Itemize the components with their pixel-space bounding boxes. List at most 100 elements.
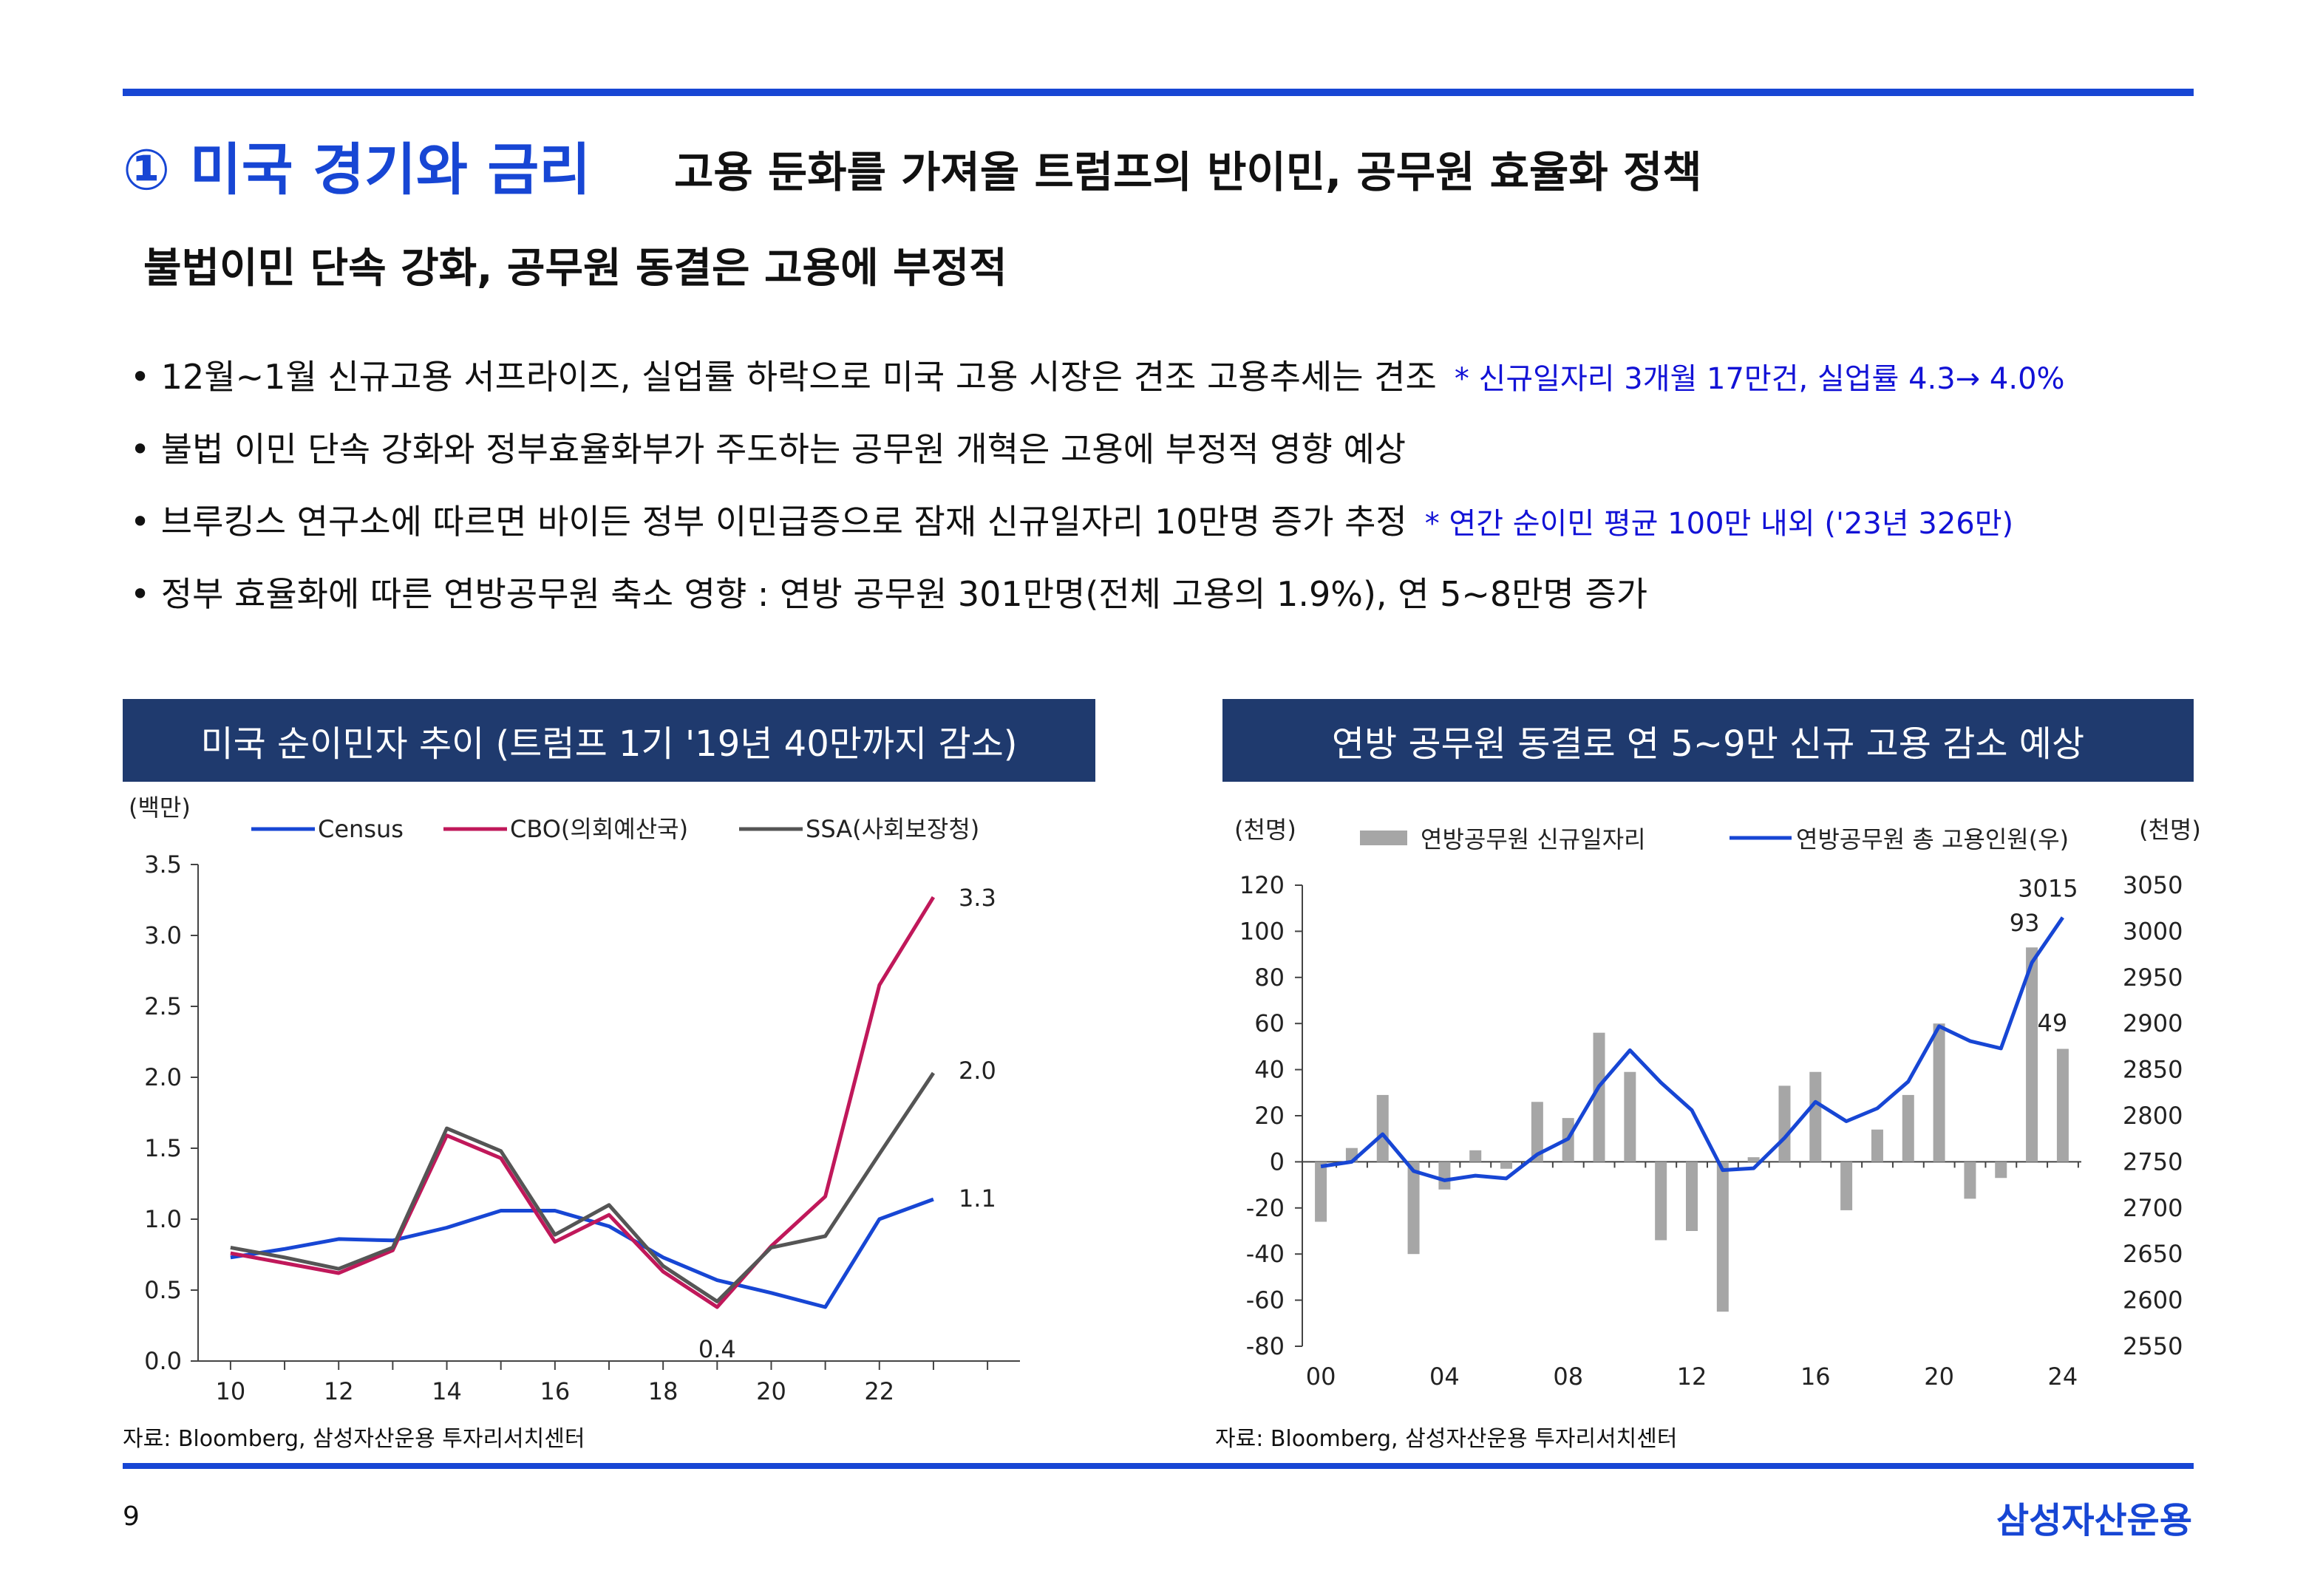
y-tick-label: 3.0 bbox=[144, 921, 182, 949]
x-tick-label: 12 bbox=[1677, 1363, 1707, 1391]
y-tick-label: 2.5 bbox=[144, 992, 182, 1020]
page-number: 9 bbox=[123, 1501, 140, 1532]
bar bbox=[1686, 1162, 1698, 1231]
bar bbox=[1531, 1102, 1543, 1162]
x-tick-label: 24 bbox=[2048, 1363, 2078, 1391]
y2-tick-label: 3050 bbox=[2123, 871, 2183, 899]
left-chart-title: 미국 순이민자 추이 (트럼프 1기 '19년 40만까지 감소) bbox=[123, 699, 1095, 782]
bar bbox=[1778, 1085, 1791, 1162]
data-label: 49 bbox=[2038, 1009, 2068, 1037]
y-tick-label: 60 bbox=[1254, 1009, 1285, 1037]
right-chart-title: 연방 공무원 동결로 연 5~9만 신규 고용 감소 예상 bbox=[1222, 699, 2194, 782]
y-tick-label: 100 bbox=[1239, 917, 1285, 945]
bullet-text: • 12월~1월 신규고용 서프라이즈, 실업률 하락으로 미국 고용 시장은 … bbox=[130, 357, 1437, 397]
data-label: 93 bbox=[2010, 909, 2040, 937]
y-tick-label: 1.0 bbox=[144, 1205, 182, 1233]
bar bbox=[1500, 1162, 1513, 1169]
bullet-note: * 연간 순이민 평균 100만 내외 ('23년 326만) bbox=[1424, 507, 2014, 541]
left-axis-unit: (천명) bbox=[1234, 816, 1296, 844]
series-line bbox=[230, 1197, 934, 1309]
bullet-item: • 불법 이민 단속 강화와 정부효율화부가 주도하는 공무원 개혁은 고용에 … bbox=[130, 423, 1406, 471]
series-line bbox=[230, 896, 936, 1309]
bar bbox=[2056, 1048, 2069, 1162]
left-source-note: 자료: Bloomberg, 삼성자산운용 투자리서치센터 bbox=[123, 1426, 585, 1452]
x-tick-label: 00 bbox=[1306, 1363, 1336, 1391]
x-tick-label: 14 bbox=[432, 1377, 462, 1405]
bullet-note: * 신규일자리 3개월 17만건, 실업률 4.3→ 4.0% bbox=[1454, 362, 2065, 396]
y-tick-label: 1.5 bbox=[144, 1134, 182, 1162]
y2-tick-label: 2600 bbox=[2123, 1286, 2183, 1314]
series-line bbox=[230, 1071, 935, 1303]
y-tick-label: 2.0 bbox=[144, 1063, 182, 1091]
bar bbox=[1407, 1162, 1420, 1255]
legend-label: 연방공무원 총 고용인원(우) bbox=[1796, 825, 2069, 853]
x-tick-label: 20 bbox=[1924, 1363, 1954, 1391]
bar bbox=[1716, 1162, 1729, 1312]
bar bbox=[1593, 1032, 1605, 1162]
x-tick-label: 04 bbox=[1429, 1363, 1460, 1391]
data-label: 3015 bbox=[2018, 875, 2078, 903]
top-rule bbox=[123, 89, 2194, 96]
y2-tick-label: 2750 bbox=[2123, 1147, 2183, 1176]
y2-tick-label: 2800 bbox=[2123, 1102, 2183, 1130]
y-tick-label: -80 bbox=[1246, 1332, 1285, 1360]
bullet-text: • 브루킹스 연구소에 따르면 바이든 정부 이민급증으로 잠재 신규일자리 1… bbox=[130, 502, 1407, 542]
bottom-rule bbox=[123, 1463, 2194, 1469]
bar bbox=[1995, 1162, 2007, 1179]
y2-tick-label: 2900 bbox=[2123, 1009, 2183, 1037]
y-tick-label: 3.5 bbox=[144, 850, 182, 879]
bar bbox=[1747, 1157, 1760, 1162]
y-tick-label: -40 bbox=[1246, 1240, 1285, 1268]
bar bbox=[1469, 1150, 1482, 1162]
section-heading: 불법이민 단속 강화, 공무원 동결은 고용에 부정적 bbox=[143, 245, 1007, 293]
bar bbox=[2026, 947, 2038, 1162]
y-tick-label: -20 bbox=[1246, 1194, 1285, 1222]
bar bbox=[1871, 1129, 1883, 1162]
legend-label: Census bbox=[318, 815, 404, 843]
bar bbox=[1376, 1094, 1389, 1162]
bullet-item: • 정부 효율화에 따른 연방공무원 축소 영향 : 연방 공무원 301만명(… bbox=[130, 567, 1647, 616]
y-tick-label: -60 bbox=[1246, 1286, 1285, 1314]
bullet-text: • 정부 효율화에 따른 연방공무원 축소 영향 : 연방 공무원 301만명(… bbox=[130, 574, 1648, 614]
bullet-item: • 12월~1월 신규고용 서프라이즈, 실업률 하락으로 미국 고용 시장은 … bbox=[130, 350, 2065, 399]
y-tick-label: 0.5 bbox=[144, 1276, 182, 1304]
y-tick-label: 40 bbox=[1254, 1056, 1285, 1084]
x-tick-label: 12 bbox=[324, 1377, 354, 1405]
x-tick-label: 20 bbox=[756, 1377, 786, 1405]
y2-tick-label: 3000 bbox=[2123, 917, 2183, 945]
legend-label: SSA(사회보장청) bbox=[806, 815, 979, 843]
bar bbox=[1809, 1071, 1822, 1162]
y2-tick-label: 2700 bbox=[2123, 1194, 2183, 1222]
bullet-item: • 브루킹스 연구소에 따르면 바이든 정부 이민급증으로 잠재 신규일자리 1… bbox=[130, 495, 2013, 544]
x-tick-label: 18 bbox=[648, 1377, 678, 1405]
x-tick-label: 16 bbox=[1800, 1363, 1831, 1391]
page-title: ① 미국 경기와 금리 bbox=[123, 137, 591, 202]
y-axis-unit: (백만) bbox=[129, 794, 191, 822]
y2-tick-label: 2950 bbox=[2123, 964, 2183, 992]
x-tick-label: 22 bbox=[864, 1377, 894, 1405]
y-tick-label: 0 bbox=[1270, 1147, 1285, 1176]
bar bbox=[1902, 1094, 1914, 1162]
series-line bbox=[1320, 916, 2064, 1182]
data-label: 0.4 bbox=[698, 1335, 736, 1363]
data-label: 2.0 bbox=[959, 1057, 996, 1085]
right-axis-unit: (천명) bbox=[2139, 816, 2201, 844]
bar bbox=[1933, 1023, 1945, 1162]
bar bbox=[1655, 1162, 1667, 1241]
data-label: 1.1 bbox=[959, 1184, 996, 1213]
y-tick-label: 0.0 bbox=[144, 1347, 182, 1375]
bar bbox=[1438, 1162, 1451, 1190]
y-tick-label: 80 bbox=[1254, 964, 1285, 992]
y2-tick-label: 2550 bbox=[2123, 1332, 2183, 1360]
immigration-line-chart: (백만) 0.0 0.5 1.0 1.5 2.0 2.5 3.0 3.5 10 12 14 16 18 20… bbox=[129, 794, 1020, 1405]
y-tick-label: 20 bbox=[1254, 1102, 1285, 1130]
federal-employment-chart: (천명) (천명) -80 -60 -40 -20 0 20 40 60 80 100 120 2550 2… bbox=[1234, 816, 2201, 1391]
bar bbox=[1840, 1162, 1853, 1210]
brand-logo: 삼성자산운용 bbox=[1996, 1500, 2192, 1541]
x-tick-label: 08 bbox=[1553, 1363, 1583, 1391]
y2-tick-label: 2850 bbox=[2123, 1056, 2183, 1084]
data-label: 3.3 bbox=[959, 884, 996, 912]
y-tick-label: 120 bbox=[1239, 871, 1285, 899]
bar bbox=[1964, 1162, 1976, 1199]
y2-tick-label: 2650 bbox=[2123, 1240, 2183, 1268]
